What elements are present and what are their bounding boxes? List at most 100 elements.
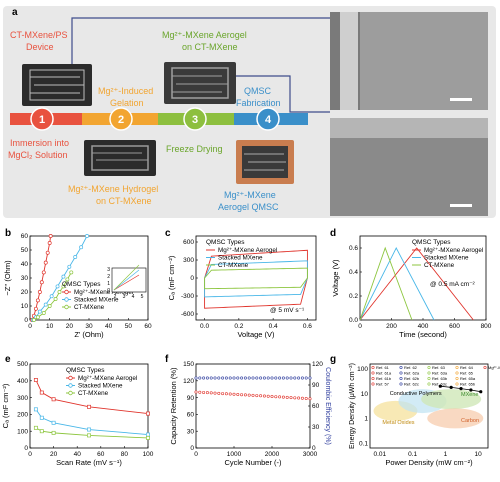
data-point — [146, 411, 150, 416]
gcd-curve — [359, 247, 435, 321]
data-point — [69, 270, 74, 275]
y-axis-label: Cₐ (mF cm⁻²) — [167, 255, 176, 300]
x-tick-label: 0.2 — [234, 323, 243, 330]
data-point — [49, 294, 54, 299]
capacity-point — [213, 391, 217, 395]
capacity-point — [240, 393, 244, 397]
rate-annotation: @ 5 mV s⁻¹ — [270, 307, 305, 314]
data-point — [39, 429, 44, 434]
inset-x-tick: 2 — [114, 294, 117, 300]
capacity-point — [205, 391, 209, 395]
legend-title: QMSC Types — [412, 239, 451, 246]
data-point — [31, 318, 36, 322]
step-number-4: 4 — [265, 114, 272, 126]
data-point — [87, 404, 91, 409]
legend-marker — [455, 382, 459, 386]
legend-entry: CT-MXene — [74, 304, 105, 311]
efficiency-point — [270, 376, 274, 380]
panel-label-c: c — [165, 228, 171, 239]
x-tick-label: 40 — [105, 323, 113, 330]
efficiency-point — [232, 376, 236, 380]
x-tick-label: 10 — [46, 323, 54, 330]
legend-entry: Ref. 63a — [432, 371, 448, 376]
legend-marker — [371, 382, 375, 386]
sem-image-bottom — [330, 118, 488, 216]
y-axis-label: −Z'' (Ohm) — [3, 260, 12, 296]
data-point — [47, 304, 52, 308]
panel-label-a: a — [12, 7, 18, 18]
legend-entry: Stacked MXene — [218, 255, 263, 262]
region-carbon — [427, 408, 484, 429]
x-tick-label: 400 — [418, 323, 429, 330]
x-tick-label: 600 — [449, 323, 460, 330]
legend-entry: Stacked MXene — [74, 297, 119, 304]
data-point — [41, 311, 46, 315]
data-point — [37, 309, 42, 314]
legend-entry: Mg²⁺-MXene Aerogel — [218, 247, 277, 254]
efficiency-point — [213, 376, 217, 380]
legend-marker — [427, 371, 431, 375]
legend-title: QMSC Types — [206, 239, 245, 246]
inset-y-tick: 3 — [107, 267, 110, 273]
x-tick-label: 2000 — [265, 451, 280, 458]
x-tick-label: 1000 — [227, 451, 242, 458]
capacity-point — [266, 394, 270, 398]
y2-tick-label: 30 — [312, 424, 320, 431]
capacity-point — [243, 393, 247, 397]
sem-image-top — [330, 12, 488, 110]
region-label-polymers: Conductive Polymers — [390, 391, 442, 397]
label-aerogel-1: Mg²⁺-MXene Aerogel — [162, 30, 247, 40]
data-point — [146, 432, 150, 437]
chart-e-rate: 0 20 40 60 80 100 0 100 200 300 400 500 Scan Rate (m… — [1, 361, 154, 467]
efficiency-point — [300, 376, 304, 380]
device-aerogel-ct-mxene — [164, 62, 236, 104]
data-point — [61, 284, 66, 289]
y2-tick-label: 90 — [312, 382, 320, 389]
efficiency-point — [224, 376, 228, 380]
region-label-oxides: Metal Oxides — [382, 420, 414, 426]
legend-marker — [64, 297, 69, 302]
chart-d-gcd: 0 200 400 600 800 0.0 0.2 0.4 0.6 Time (second) Vo… — [331, 235, 492, 339]
data-point — [43, 260, 48, 265]
capacity-point — [247, 393, 251, 397]
y-tick-label: 200 — [17, 412, 28, 419]
x-tick-label: 50 — [125, 323, 133, 330]
inset-y-tick: 1 — [107, 281, 110, 287]
y-tick-label: 40 — [21, 261, 29, 268]
legend-title: QMSC Types — [66, 367, 105, 374]
scale-bar — [450, 98, 472, 101]
capacity-point — [198, 390, 202, 394]
legend-marker — [455, 371, 459, 375]
data-point — [79, 245, 84, 250]
legend-entry: Mg²⁺-MXene Aerogel — [74, 289, 133, 296]
plot-frame — [29, 363, 149, 449]
data-point — [53, 297, 58, 301]
capacity-point — [221, 392, 225, 396]
legend-entry: Ref. 65a — [460, 376, 476, 381]
legend-marker — [427, 366, 431, 370]
efficiency-point — [228, 376, 232, 380]
capacity-point — [255, 394, 259, 398]
connector-line — [71, 17, 330, 72]
y-tick-label: 1 — [364, 416, 368, 423]
inset-x-tick: 5 — [141, 294, 144, 300]
y-tick-label: 0 — [190, 275, 194, 282]
step-circle-3 — [183, 107, 207, 131]
legend-entry: Ref. 63b — [432, 376, 448, 381]
data-point — [39, 390, 44, 395]
y-tick-label: 400 — [17, 378, 28, 385]
x-tick-label: 60 — [97, 451, 105, 458]
data-point — [35, 315, 40, 320]
y-tick-label: 0 — [190, 445, 194, 452]
y-tick-label: 0 — [24, 445, 28, 452]
chart-c-cv: 0.0 0.2 0.4 0.6 -600 -300 0 300 600 Voltage (V) Cₐ… — [167, 235, 317, 339]
data-point — [37, 290, 42, 294]
region-mxene — [421, 389, 482, 410]
efficiency-point — [278, 376, 282, 380]
legend-marker — [371, 371, 375, 375]
x-tick-label: 40 — [74, 451, 82, 458]
step-number-3: 3 — [192, 114, 198, 126]
efficiency-point — [266, 376, 270, 380]
data-point — [35, 298, 40, 303]
